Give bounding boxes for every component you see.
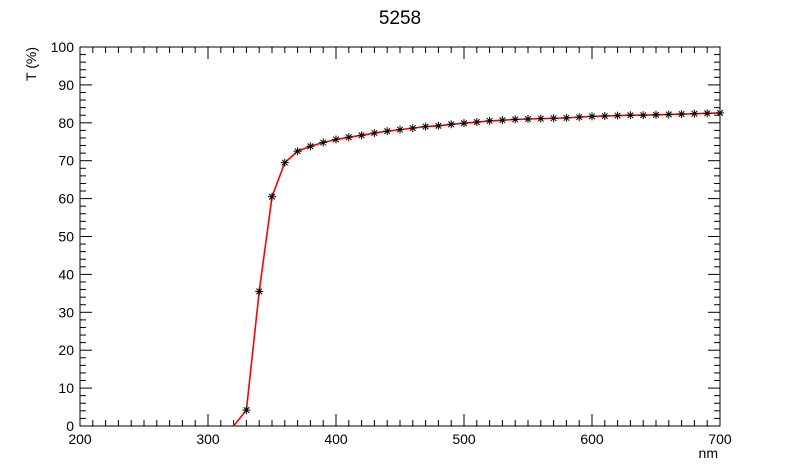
x-tick-label: 300 xyxy=(196,431,220,447)
x-tick-label: 200 xyxy=(68,431,92,447)
y-tick-label: 70 xyxy=(58,153,74,169)
data-point xyxy=(664,110,673,119)
data-markers xyxy=(242,108,724,415)
data-point xyxy=(613,111,622,120)
data-point xyxy=(383,127,392,136)
data-point xyxy=(549,114,558,123)
data-point xyxy=(447,120,456,129)
y-tick-label: 0 xyxy=(66,418,74,434)
data-point xyxy=(703,109,712,118)
y-axis-title: T (%) xyxy=(23,47,39,81)
data-point xyxy=(460,119,468,128)
data-point xyxy=(293,147,302,156)
x-tick-label: 700 xyxy=(708,431,732,447)
data-point xyxy=(472,118,481,127)
y-tick-label: 30 xyxy=(58,304,74,320)
data-point xyxy=(716,108,724,117)
chart-title: 5258 xyxy=(379,8,421,29)
data-point xyxy=(319,138,328,147)
data-point xyxy=(357,131,366,140)
y-tick-label: 20 xyxy=(58,342,74,358)
y-tick-label: 50 xyxy=(58,229,74,245)
data-point xyxy=(677,110,686,119)
x-tick-label: 500 xyxy=(452,431,476,447)
x-axis-title: nm xyxy=(699,445,718,461)
y-tick-label: 10 xyxy=(58,380,74,396)
data-point xyxy=(344,133,353,142)
data-point xyxy=(588,112,596,121)
data-point xyxy=(639,111,648,120)
y-tick-labels: 0 10 20 30 40 50 60 70 80 90 100 xyxy=(51,39,75,434)
axis-ticks xyxy=(79,46,721,427)
data-point xyxy=(575,113,584,122)
data-point xyxy=(652,110,660,119)
y-tick-label: 40 xyxy=(58,266,74,282)
data-point xyxy=(306,142,315,151)
data-point xyxy=(690,109,699,118)
data-point xyxy=(626,111,635,120)
y-tick-label: 60 xyxy=(58,191,74,207)
data-point xyxy=(408,124,417,133)
data-point xyxy=(396,125,404,134)
transmission-line xyxy=(232,112,721,427)
data-point xyxy=(268,192,276,201)
plot-frame xyxy=(79,46,721,427)
data-point xyxy=(536,114,545,123)
data-point xyxy=(242,406,251,415)
data-point xyxy=(332,135,340,144)
data-point xyxy=(524,115,532,124)
data-point xyxy=(600,111,609,120)
data-point xyxy=(562,113,571,122)
x-tick-labels: 200 300 400 500 600 700 xyxy=(68,431,732,447)
data-point xyxy=(434,121,443,130)
data-point xyxy=(498,116,507,125)
data-point xyxy=(485,116,494,125)
y-tick-label: 100 xyxy=(51,39,75,55)
data-point xyxy=(421,122,430,131)
y-tick-label: 90 xyxy=(58,77,74,93)
data-point xyxy=(370,129,379,138)
data-point xyxy=(255,287,264,296)
y-tick-label: 80 xyxy=(58,115,74,131)
data-point xyxy=(280,158,289,167)
data-point xyxy=(511,115,520,124)
x-tick-label: 600 xyxy=(580,431,604,447)
x-tick-label: 400 xyxy=(324,431,348,447)
